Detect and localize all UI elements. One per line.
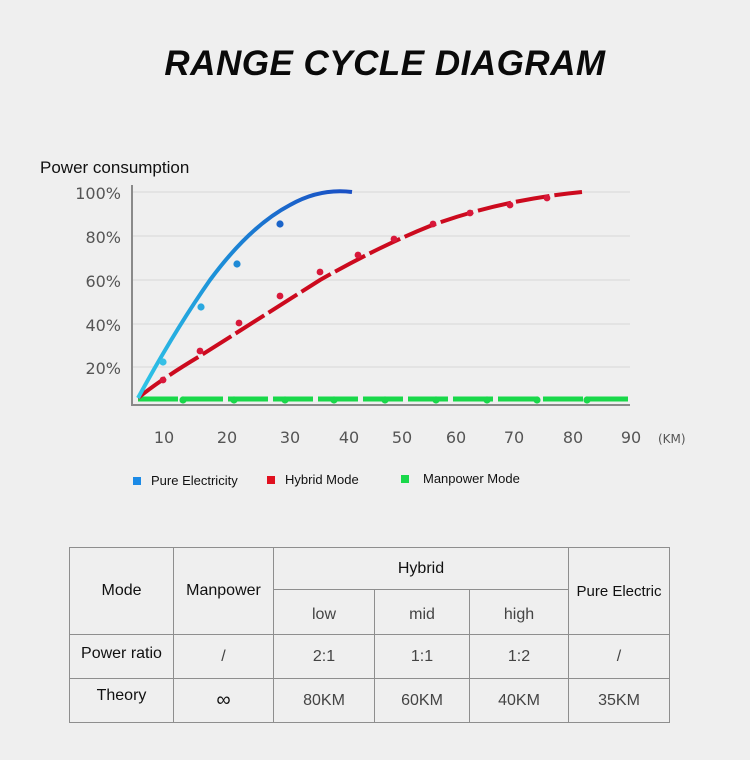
- series-manpower: [138, 396, 632, 404]
- table-row: Theory ∞ 80KM 60KM 40KM 35KM: [69, 678, 670, 723]
- y-tick-100: 100%: [75, 184, 121, 203]
- x-tick-50: 50: [391, 428, 413, 447]
- gridlines: [133, 191, 630, 368]
- header-hybrid-mid: mid: [374, 589, 470, 635]
- legend-manpower-mode: Manpower Mode: [401, 471, 520, 486]
- header-pure-electric: Pure Electric: [568, 547, 670, 635]
- legend-swatch-blue-icon: [133, 476, 141, 485]
- header-manpower: Manpower: [173, 547, 274, 635]
- cell-high-theory: 40KM: [469, 678, 569, 723]
- x-tick-20: 20: [216, 428, 238, 447]
- table-subheader-row: low mid high: [70, 589, 670, 635]
- y-axis-title: Power consumption: [40, 158, 190, 177]
- x-tick-70: 70: [503, 428, 525, 447]
- row-label-theory: Theory: [69, 678, 174, 723]
- legend-label: Pure Electricity: [151, 473, 238, 488]
- legend-swatch-green-icon: [401, 474, 409, 483]
- x-tick-30: 30: [279, 428, 301, 447]
- x-tick-80: 80: [562, 428, 584, 447]
- header-hybrid: Hybrid: [273, 547, 569, 590]
- cell-low-theory: 80KM: [273, 678, 375, 723]
- table-row: Power ratio / 2:1 1:1 1:2 /: [69, 634, 670, 679]
- cell-pure-electric-theory: 35KM: [568, 678, 670, 723]
- legend-label: Hybrid Mode: [285, 472, 359, 487]
- legend-hybrid-mode: Hybrid Mode: [267, 472, 359, 487]
- x-tick-90: 90: [620, 428, 642, 447]
- cell-mid-ratio: 1:1: [374, 634, 470, 679]
- cell-mid-theory: 60KM: [374, 678, 470, 723]
- header-mode: Mode: [69, 547, 174, 635]
- legend-pure-electricity: Pure Electricity: [133, 473, 238, 488]
- legend-label: Manpower Mode: [423, 471, 520, 486]
- series-hybrid: [136, 190, 583, 400]
- cell-manpower-ratio: /: [173, 634, 274, 679]
- chart-legend: Pure Electricity Hybrid Mode Manpower Mo…: [0, 471, 750, 491]
- header-hybrid-low: low: [273, 589, 375, 635]
- x-axis-unit: (KM): [658, 432, 686, 446]
- x-tick-40: 40: [338, 428, 360, 447]
- x-tick-60: 60: [445, 428, 467, 447]
- cell-manpower-theory: ∞: [173, 678, 274, 723]
- row-label-power-ratio: Power ratio: [69, 634, 174, 679]
- y-tick-60: 60%: [85, 272, 121, 291]
- line-chart: [131, 185, 632, 406]
- x-tick-10: 10: [153, 428, 175, 447]
- mode-comparison-table: Mode Manpower Hybrid Pure Electric low m…: [69, 547, 670, 723]
- header-hybrid-high: high: [469, 589, 569, 635]
- table-header-row: Mode Manpower Hybrid Pure Electric: [69, 547, 670, 635]
- cell-high-ratio: 1:2: [469, 634, 569, 679]
- legend-swatch-red-icon: [267, 475, 275, 484]
- y-tick-40: 40%: [85, 316, 121, 335]
- axes: [131, 185, 630, 406]
- y-tick-80: 80%: [85, 228, 121, 247]
- series-pure-electricity: [136, 189, 353, 399]
- cell-low-ratio: 2:1: [273, 634, 375, 679]
- page-title: RANGE CYCLE DIAGRAM: [164, 44, 606, 83]
- cell-pure-electric-ratio: /: [568, 634, 670, 679]
- y-tick-20: 20%: [85, 359, 121, 378]
